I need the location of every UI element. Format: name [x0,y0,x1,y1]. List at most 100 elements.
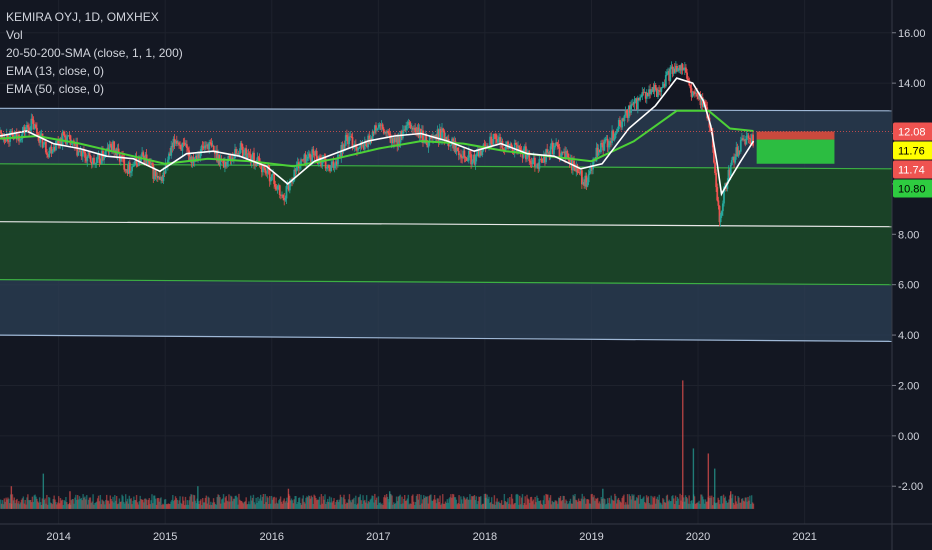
volume-bar [336,500,338,509]
volume-bar [0,499,2,509]
legend-volume[interactable]: Vol [6,28,23,42]
candle-body [146,159,149,165]
volume-bar [22,496,25,509]
volume-bar [517,494,519,509]
volume-bar [150,500,152,509]
volume-bar [750,504,752,509]
legend-ema13[interactable]: EMA (13, close, 0) [6,64,105,78]
volume-bar [629,496,631,509]
volume-bar [147,499,150,509]
candle-body [689,85,692,89]
candle-body [604,139,607,142]
volume-bar [594,500,596,509]
volume-bar [74,497,76,509]
candle-body [245,148,248,159]
volume-bar [404,500,407,509]
candle-body [200,146,203,153]
volume-bar [560,501,563,509]
volume-bar [558,497,560,509]
candle-body [395,137,398,142]
candle-body [621,118,624,128]
candle-body [378,124,381,128]
volume-bar [531,501,534,509]
candle-body [20,138,23,141]
volume-bar [174,496,177,509]
volume-bar [0,503,3,509]
candle-body [648,89,650,97]
candle-body [701,97,704,107]
volume-bar [344,499,346,509]
volume-bar [708,498,710,509]
volume-bar [275,497,277,509]
volume-spike-6 [484,493,487,509]
candle-body [323,158,326,159]
volume-bar [419,504,421,509]
volume-bar [346,502,348,509]
volume-bar [702,499,705,509]
candle-body [661,87,664,89]
volume-bar [57,502,59,509]
volume-spike-1 [42,473,45,509]
volume-bar [710,497,712,509]
volume-bar [498,501,500,509]
volume-bar [302,495,304,509]
candle-body [565,151,568,158]
volume-bar [362,495,364,509]
volume-bar [464,499,467,509]
legend-ema50[interactable]: EMA (50, close, 0) [6,82,105,96]
volume-bar [588,503,591,509]
candle-body [216,150,218,162]
candle-body [56,140,58,142]
volume-bar [637,495,640,509]
volume-bar [568,501,571,509]
volume-bar [25,504,27,509]
candle-body [399,131,402,143]
volume-bar [27,494,29,509]
candle-body [674,65,677,73]
volume-bar [468,499,470,509]
candle-body [408,122,411,125]
candle-body [286,185,289,187]
volume-spike-11 [714,468,716,509]
volume-bar [23,503,25,509]
volume-bar [620,502,622,509]
legend-sma[interactable]: 20-50-200-SMA (close, 1, 1, 200) [6,46,183,60]
candle-body [500,141,503,145]
candle-body [239,143,242,153]
candle-body [660,88,663,92]
volume-bars [0,493,755,509]
volume-bar [212,498,215,509]
volume-bar [367,501,370,509]
candle-body [53,147,56,151]
candle-body [268,169,271,182]
volume-bar [424,496,427,509]
candle-body [644,92,647,99]
volume-bar [67,504,70,509]
candle-body [566,151,569,154]
volume-bar [192,494,195,509]
x-tick-label: 2016 [260,531,284,543]
volume-bar [642,497,644,509]
candle-body [457,150,460,156]
volume-bar [353,497,355,509]
candle-body [278,185,281,195]
volume-bar [261,496,264,509]
volume-bar [688,495,690,509]
volume-bar [160,497,162,509]
x-tick-label: 2018 [473,531,497,543]
volume-bar [569,498,572,509]
volume-bar [151,494,153,509]
legend-symbol[interactable]: KEMIRA OYJ, 1D, OMXHEX [6,10,159,24]
candle-body [687,78,690,81]
volume-bar [308,496,311,509]
volume-bar [721,503,724,509]
candle-body [343,144,346,146]
volume-bar [272,497,275,509]
volume-bar [612,500,614,509]
price-bubble-label-3: 10.80 [898,184,926,196]
candle-body [266,165,269,174]
candle-body [495,138,498,143]
candle-body [282,194,285,198]
volume-bar [471,496,474,509]
